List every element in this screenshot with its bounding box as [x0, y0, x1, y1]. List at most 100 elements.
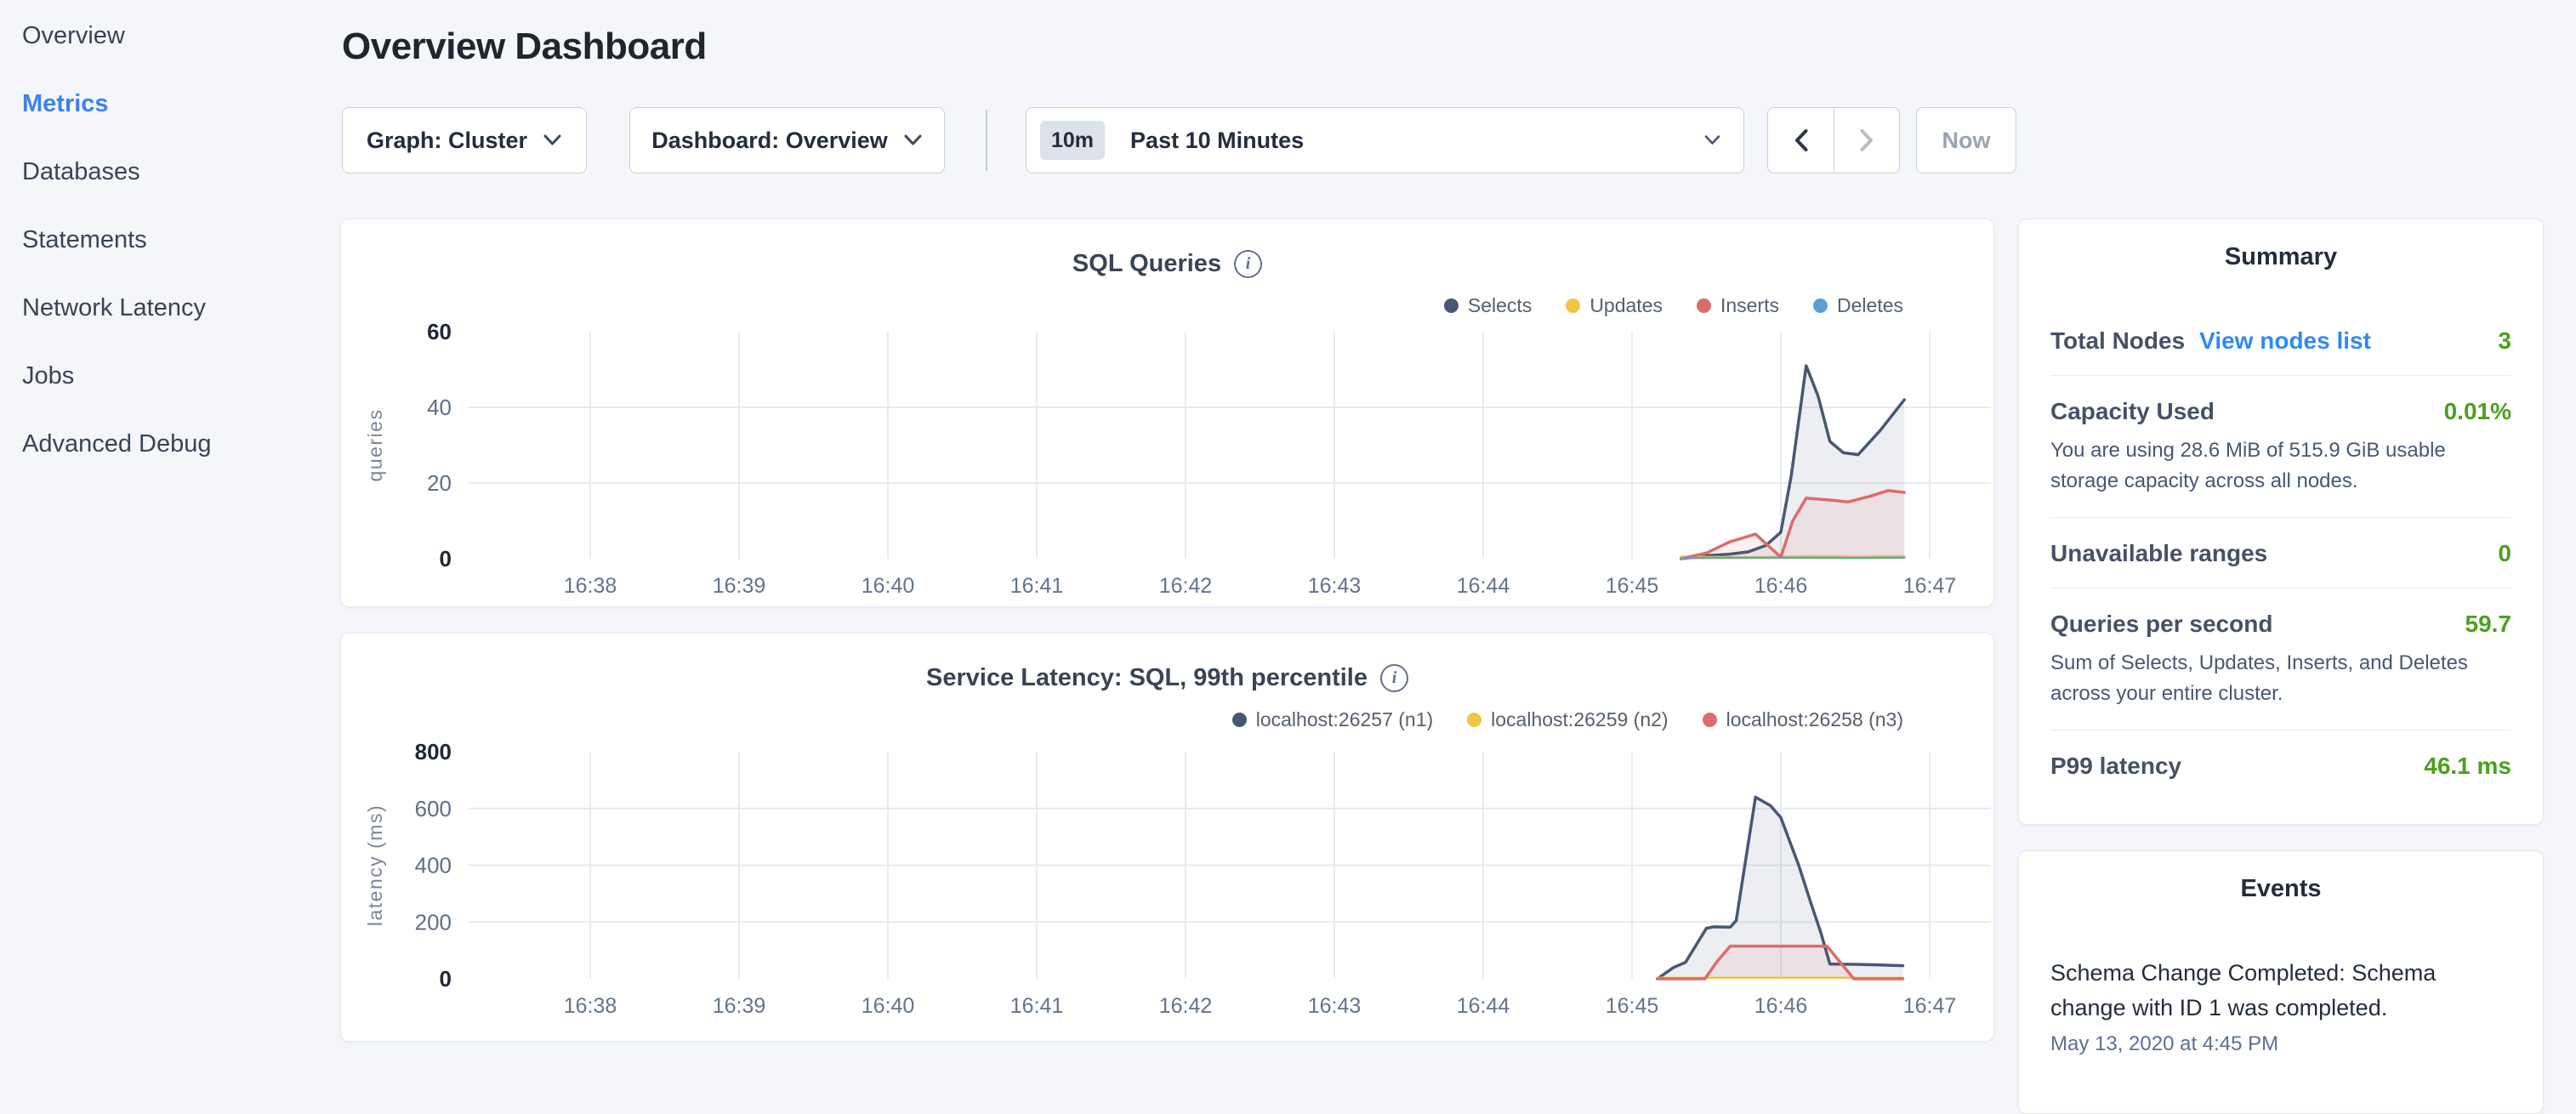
time-range-badge: 10m [1040, 121, 1106, 160]
sidebar-item-network-latency[interactable]: Network Latency [22, 293, 206, 321]
time-next-button[interactable] [1834, 108, 1899, 173]
legend-label: Deletes [1837, 293, 1903, 316]
svg-text:400: 400 [415, 853, 452, 878]
svg-text:800: 800 [415, 739, 452, 764]
sql-queries-chart[interactable]: 0 20 40 60 16:38 16:39 16:40 16:41 16:42 16:43 16:… [341, 318, 1993, 607]
service-latency-chart-card: Service Latency: SQL, 99th percentile i … [340, 633, 1994, 1042]
svg-text:16:40: 16:40 [862, 574, 915, 598]
time-nav-buttons [1767, 107, 1900, 173]
summary-row-label: Queries per second [2050, 611, 2273, 637]
info-icon[interactable]: i [1234, 249, 1263, 278]
legend-dot-icon [1231, 712, 1247, 727]
summary-row-value: 0 [2498, 540, 2511, 566]
service-latency-chart[interactable]: 0 200 400 600 800 16:38 16:39 16:40 16:41 16:42 16… [341, 732, 1993, 1042]
svg-text:16:45: 16:45 [1606, 994, 1659, 1018]
summary-row-label: Total Nodes [2050, 327, 2186, 354]
dashboard-dropdown[interactable]: Dashboard: Overview [629, 107, 945, 173]
svg-text:16:39: 16:39 [713, 994, 766, 1018]
legend-item-localhost-26258-n3: localhost:26258 (n3) [1702, 708, 1903, 731]
svg-text:16:42: 16:42 [1159, 994, 1213, 1018]
legend-dot-icon [1467, 712, 1482, 727]
events-title: Events [2240, 875, 2322, 902]
sidebar-item-statements[interactable]: Statements [22, 225, 147, 253]
summary-row-value: 3 [2498, 327, 2511, 354]
svg-text:16:47: 16:47 [1903, 994, 1957, 1018]
legend-label: Selects [1467, 293, 1533, 316]
chevron-down-icon [903, 134, 923, 147]
summary-row-value: 46.1 ms [2424, 753, 2511, 779]
summary-row-value: 59.7 [2465, 611, 2512, 637]
legend-label: Updates [1589, 293, 1663, 316]
legend-item-updates: Updates [1566, 294, 1663, 317]
chart-title-row: SQL Queries i [341, 245, 1993, 282]
summary-row-label: Capacity Used [2050, 398, 2215, 424]
svg-text:16:43: 16:43 [1308, 574, 1362, 598]
legend-dot-icon [1813, 298, 1828, 313]
svg-text:60: 60 [427, 319, 452, 344]
event-item: Schema Change Completed: Schema change w… [2019, 956, 2543, 1056]
summary-row-value: 0.01% [2443, 398, 2511, 424]
view-nodes-link[interactable]: View nodes list [2199, 327, 2371, 354]
svg-text:16:44: 16:44 [1457, 574, 1510, 598]
svg-text:16:41: 16:41 [1010, 574, 1064, 598]
chevron-down-icon [543, 134, 562, 147]
legend-label: localhost:26259 (n2) [1491, 708, 1669, 730]
sidebar: Overview Metrics Databases Statements Networ… [0, 0, 340, 478]
summary-row-head: P99 latency 46.1 ms [2050, 753, 2511, 780]
svg-text:40: 40 [427, 395, 452, 420]
svg-text:16:46: 16:46 [1754, 574, 1808, 598]
graph-dropdown[interactable]: Graph: Cluster [342, 107, 587, 173]
now-button[interactable]: Now [1916, 107, 2016, 173]
svg-text:16:47: 16:47 [1903, 574, 1957, 598]
summary-row-head: Queries per second 59.7 [2050, 611, 2511, 638]
svg-text:16:45: 16:45 [1606, 574, 1659, 598]
sidebar-item-overview[interactable]: Overview [22, 21, 125, 49]
graph-dropdown-label: Graph: Cluster [366, 127, 528, 153]
chevron-right-icon [1859, 128, 1874, 152]
legend-label: localhost:26257 (n1) [1255, 708, 1434, 730]
svg-text:0: 0 [440, 966, 452, 992]
svg-text:16:38: 16:38 [564, 994, 617, 1018]
summary-row-left: Unavailable ranges [2050, 540, 2267, 567]
summary-row-description: You are using 28.6 MiB of 515.9 GiB usab… [2050, 439, 2446, 492]
svg-text:16:43: 16:43 [1308, 994, 1362, 1018]
summary-row-total-nodes: Total Nodes View nodes list 3 [2050, 305, 2511, 376]
summary-row-left: Queries per second [2050, 611, 2272, 638]
time-range-label: Past 10 Minutes [1130, 127, 1305, 153]
summary-row-head: Capacity Used 0.01% [2050, 398, 2511, 425]
sidebar-item-jobs[interactable]: Jobs [22, 361, 75, 389]
chart-title-row: Service Latency: SQL, 99th percentile i [341, 659, 1993, 696]
time-range-picker[interactable]: 10m Past 10 Minutes [1026, 107, 1744, 173]
svg-text:16:44: 16:44 [1457, 994, 1510, 1018]
legend-item-localhost-26257-n1: localhost:26257 (n1) [1231, 708, 1434, 731]
summary-row-queries-per-second: Queries per second 59.7 Sum of Selects, Up… [2050, 588, 2511, 730]
sidebar-item-databases[interactable]: Databases [22, 157, 140, 185]
svg-text:20: 20 [427, 470, 452, 496]
controls-divider [986, 110, 987, 171]
sidebar-item-metrics[interactable]: Metrics [22, 89, 109, 117]
event-message: Schema Change Completed: Schema change w… [2050, 960, 2437, 1020]
page-title: Overview Dashboard [342, 26, 707, 67]
controls-bar: Graph: Cluster Dashboard: Overview 10m P… [342, 107, 2016, 173]
svg-text:200: 200 [415, 909, 452, 935]
sql-queries-chart-card: SQL Queries i Selects Updates Inserts Delet… [340, 219, 1994, 607]
sidebar-item-advanced-debug[interactable]: Advanced Debug [22, 429, 212, 458]
time-prev-button[interactable] [1768, 108, 1834, 173]
svg-text:16:42: 16:42 [1159, 574, 1213, 598]
summary-row-left: Total Nodes View nodes list [2050, 327, 2371, 355]
summary-row-head: Unavailable ranges 0 [2050, 540, 2511, 567]
svg-text:16:40: 16:40 [862, 994, 915, 1018]
summary-row-left: Capacity Used [2050, 398, 2215, 425]
summary-title: Summary [2224, 243, 2338, 270]
info-icon[interactable]: i [1379, 663, 1408, 692]
chart-title: SQL Queries [1072, 249, 1222, 277]
svg-text:600: 600 [415, 796, 452, 821]
summary-row-p99-latency: P99 latency 46.1 ms [2050, 730, 2511, 800]
legend-dot-icon [1696, 298, 1711, 313]
chevron-down-icon [1703, 134, 1721, 146]
svg-text:16:46: 16:46 [1754, 994, 1808, 1018]
summary-row-label: P99 latency [2050, 753, 2182, 779]
events-card: Events Schema Change Completed: Schema c… [2018, 850, 2544, 1114]
chart-legend: Selects Updates Inserts Deletes [341, 293, 1993, 318]
svg-text:latency (ms): latency (ms) [364, 804, 386, 926]
